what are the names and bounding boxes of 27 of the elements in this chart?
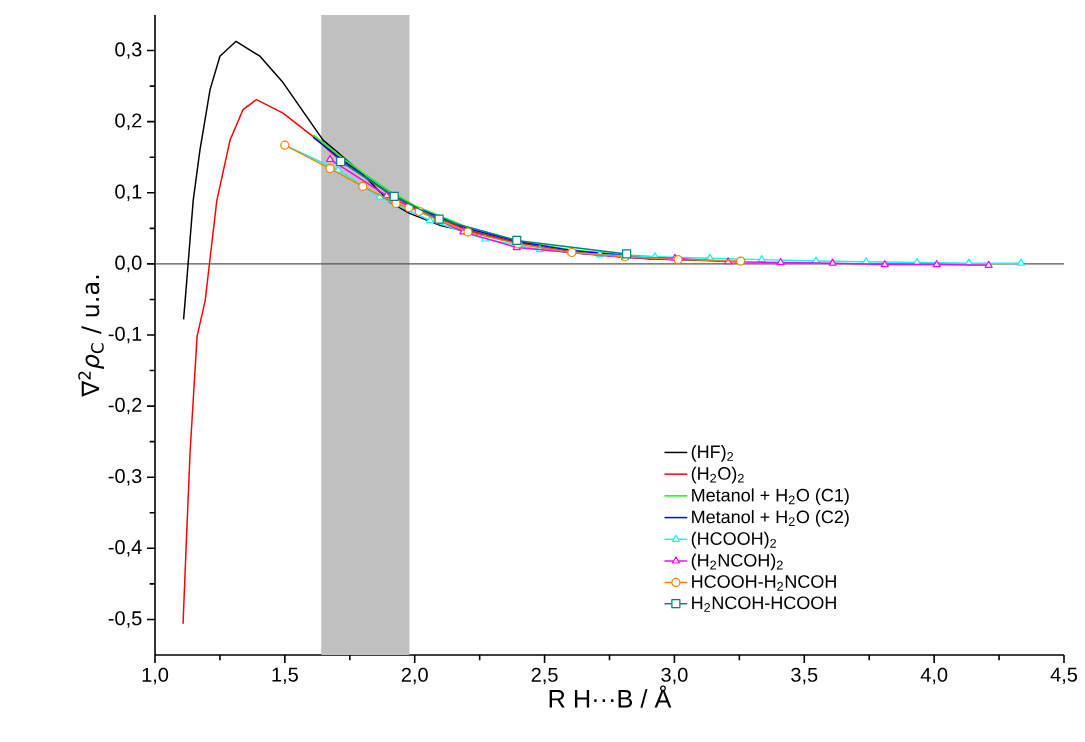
y-tick-label: -0,3 — [108, 468, 142, 486]
legend-label: (H$_{2}$O)$_{2}$ — [691, 466, 744, 484]
y-tick-label: 0,1 — [115, 184, 142, 202]
y-tick-label: -0,2 — [108, 397, 142, 415]
x-tick-label: 4,0 — [920, 667, 948, 685]
legend-label: Metanol + H$_{2}$O (C1) — [692, 488, 849, 506]
legend-label: (HCOOH)$_{2}$ — [691, 531, 777, 549]
legend-label: HCOOH-H$_{2}$NCOH — [692, 575, 836, 591]
legend-label: Metanol + H$_{2}$O (C2) — [692, 510, 849, 527]
x-tick-label: 2,0 — [401, 667, 428, 685]
legend-label: (HF)$_{2}$ — [691, 444, 734, 462]
x-tick-label: 1,5 — [272, 667, 298, 685]
x-tick-label: 1,0 — [142, 667, 169, 685]
y-axis-title: ∇$^{2}$ρ$_{C}$ / u.a. — [78, 275, 105, 397]
y-tick-label: -0,5 — [108, 611, 142, 628]
x-tick-label: 3,5 — [791, 667, 818, 685]
y-tick-label: 0,3 — [115, 42, 142, 59]
x-tick-label: 2,5 — [531, 667, 558, 685]
y-tick-label: -0,4 — [108, 540, 142, 557]
x-tick-label: 3,0 — [661, 667, 688, 685]
legend-label: H$_{2}$NCOH-HCOOH — [692, 596, 836, 612]
y-tick-label: 0,0 — [115, 255, 142, 273]
y-tick-label: 0,2 — [115, 113, 142, 130]
x-axis-title: R H···B / Å — [549, 685, 672, 708]
y-tick-label: -0,1 — [108, 326, 142, 344]
x-tick-label: 4,5 — [1050, 667, 1078, 685]
legend-label: (H$_{2}$NCOH)$_{2}$ — [691, 553, 783, 571]
